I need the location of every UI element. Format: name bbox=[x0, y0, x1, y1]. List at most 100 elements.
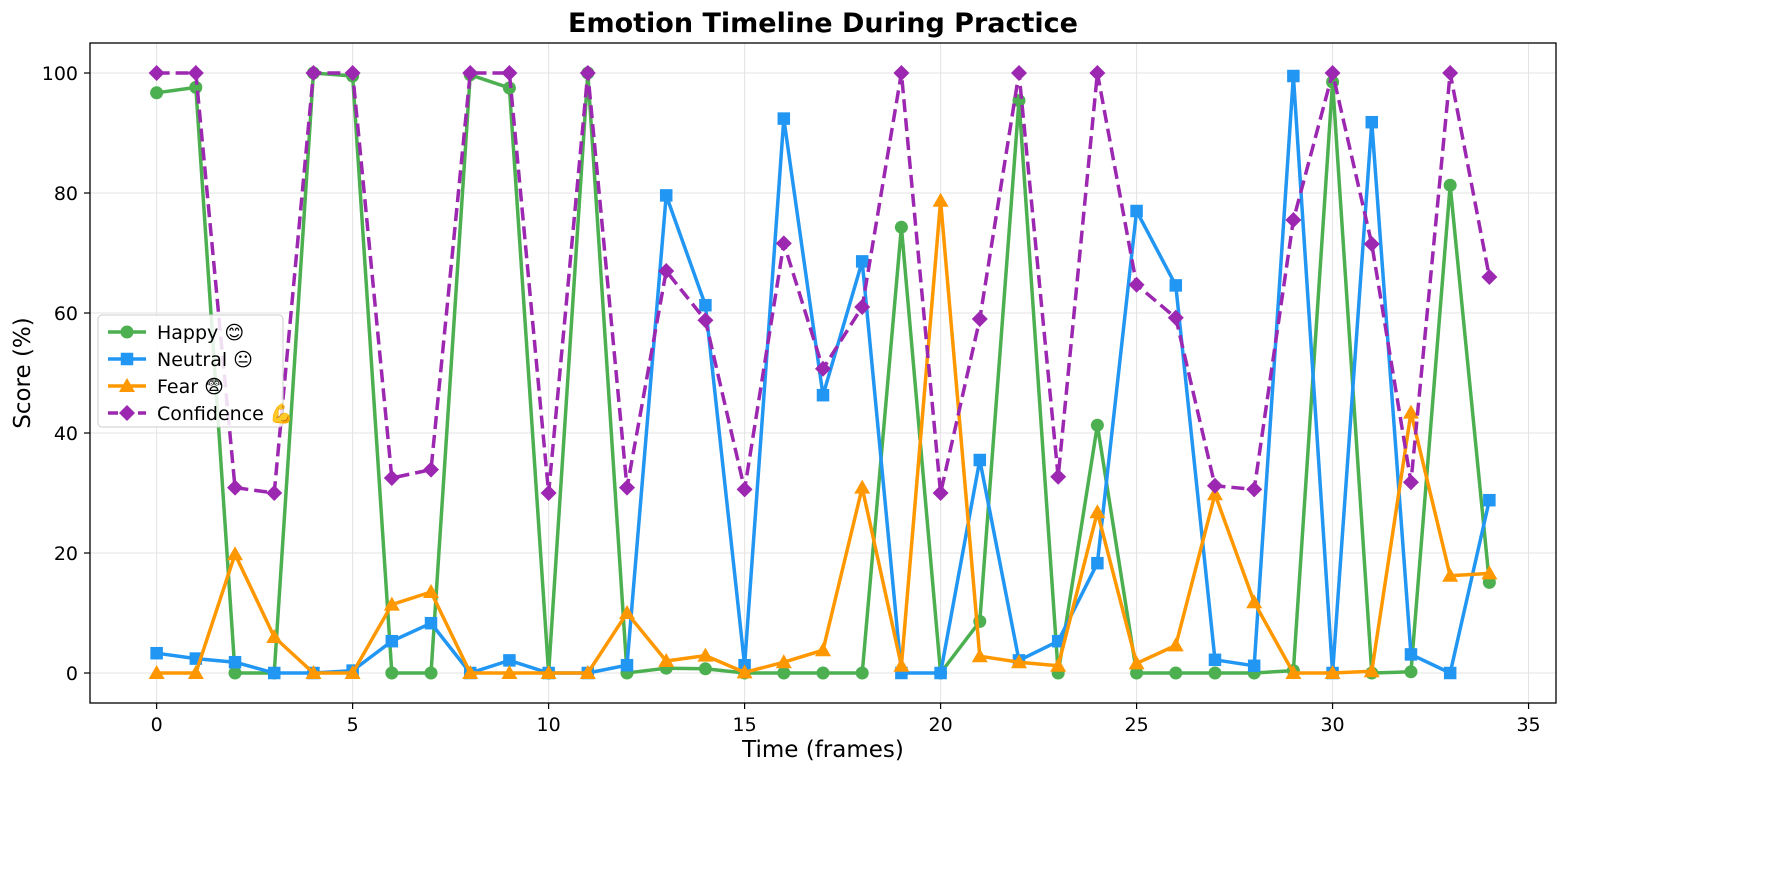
data-point-fear bbox=[305, 665, 322, 679]
data-point-neutral bbox=[1443, 666, 1457, 680]
data-point-neutral bbox=[1287, 69, 1300, 83]
y-tick-label: 100 bbox=[42, 63, 78, 85]
data-point-neutral bbox=[855, 255, 869, 268]
series-neutral bbox=[150, 69, 1496, 680]
series-confidence bbox=[148, 65, 1498, 501]
data-point-fear bbox=[1167, 637, 1184, 652]
x-tick-label: 15 bbox=[733, 714, 757, 736]
data-point-happy bbox=[1169, 666, 1183, 680]
data-point-happy bbox=[777, 666, 791, 680]
data-point-happy bbox=[1208, 666, 1222, 680]
data-point-neutral bbox=[816, 388, 830, 402]
plot-frame bbox=[89, 42, 1557, 704]
data-point-confidence bbox=[462, 65, 479, 81]
data-point-confidence bbox=[1010, 65, 1027, 81]
legend-label-confidence: Confidence 💪 bbox=[157, 402, 294, 425]
x-tick-label: 10 bbox=[537, 714, 561, 736]
data-point-confidence bbox=[187, 65, 204, 81]
x-tick-label: 35 bbox=[1516, 714, 1540, 736]
data-point-neutral bbox=[267, 666, 281, 680]
data-point-confidence bbox=[501, 65, 518, 81]
data-point-fear bbox=[501, 665, 518, 679]
legend-marker-confidence bbox=[119, 405, 135, 421]
y-tick-label: 80 bbox=[54, 183, 78, 205]
data-point-neutral bbox=[1130, 204, 1143, 218]
x-tick-label: 30 bbox=[1320, 714, 1344, 736]
x-tick-label: 25 bbox=[1124, 714, 1148, 736]
data-point-confidence bbox=[736, 481, 753, 498]
data-point-fear bbox=[697, 647, 714, 662]
data-point-confidence bbox=[305, 65, 322, 81]
y-axis-label: Score (%) bbox=[10, 317, 36, 429]
y-tick-label: 60 bbox=[54, 303, 78, 325]
data-point-confidence bbox=[579, 65, 596, 81]
data-point-confidence bbox=[1363, 236, 1380, 252]
data-point-confidence bbox=[1089, 65, 1106, 81]
data-point-happy bbox=[228, 666, 242, 680]
chart-title: Emotion Timeline During Practice bbox=[568, 8, 1078, 39]
y-tick-label: 40 bbox=[54, 423, 78, 445]
data-point-fear bbox=[462, 665, 479, 679]
data-point-fear bbox=[971, 648, 988, 663]
data-point-confidence bbox=[658, 263, 675, 279]
legend: Happy 😊 Neutral 😐 Fear 😨 Confidence 💪 bbox=[97, 314, 294, 428]
data-point-neutral bbox=[385, 634, 399, 648]
series-layer bbox=[148, 65, 1498, 680]
data-point-fear bbox=[540, 665, 557, 679]
data-point-happy bbox=[698, 662, 712, 676]
data-point-fear bbox=[266, 629, 283, 643]
data-point-confidence bbox=[540, 485, 557, 501]
legend-label-fear: Fear 😨 bbox=[157, 376, 224, 398]
data-point-confidence bbox=[815, 360, 831, 377]
data-point-confidence bbox=[1050, 468, 1067, 485]
data-point-neutral bbox=[1051, 634, 1065, 648]
x-tick-label: 5 bbox=[347, 714, 359, 736]
data-point-fear bbox=[736, 664, 753, 679]
data-point-confidence bbox=[423, 461, 440, 478]
data-point-fear bbox=[1324, 665, 1341, 679]
legend-marker-happy bbox=[120, 325, 134, 339]
legend-box bbox=[97, 314, 284, 428]
data-point-fear bbox=[187, 665, 204, 679]
data-point-happy bbox=[1130, 666, 1144, 680]
data-point-fear bbox=[1010, 654, 1027, 669]
data-point-happy bbox=[1443, 178, 1457, 192]
data-point-confidence bbox=[1246, 481, 1263, 498]
data-point-fear bbox=[1363, 663, 1380, 678]
data-point-confidence bbox=[932, 485, 949, 501]
legend-marker-neutral bbox=[120, 352, 134, 366]
x-tick-label: 0 bbox=[151, 714, 163, 736]
data-point-neutral bbox=[1169, 279, 1183, 292]
x-axis-label: Time (frames) bbox=[741, 737, 904, 763]
data-point-confidence bbox=[1285, 212, 1302, 228]
data-point-confidence bbox=[227, 479, 244, 496]
data-point-confidence bbox=[266, 485, 283, 501]
y-tick-label: 20 bbox=[54, 543, 78, 565]
data-point-confidence bbox=[1324, 65, 1341, 81]
data-point-confidence bbox=[893, 65, 910, 81]
data-point-fear bbox=[383, 596, 400, 611]
data-point-neutral bbox=[699, 298, 712, 312]
data-point-fear bbox=[775, 654, 792, 669]
x-tick-label: 20 bbox=[928, 714, 952, 736]
data-point-neutral bbox=[424, 616, 438, 630]
data-point-neutral bbox=[150, 646, 163, 660]
data-point-confidence bbox=[697, 312, 714, 329]
data-point-fear bbox=[854, 479, 871, 494]
data-point-neutral bbox=[973, 453, 987, 467]
legend-label-neutral: Neutral 😐 bbox=[157, 349, 253, 371]
data-point-fear bbox=[815, 642, 831, 657]
data-point-neutral bbox=[228, 655, 242, 669]
data-point-fear bbox=[893, 657, 910, 672]
data-point-happy bbox=[424, 666, 438, 680]
data-point-neutral bbox=[1208, 653, 1222, 667]
data-point-fear bbox=[148, 665, 165, 679]
y-tick-label: 0 bbox=[66, 663, 78, 685]
data-point-neutral bbox=[777, 112, 791, 125]
data-point-confidence bbox=[1128, 276, 1145, 293]
data-point-fear bbox=[227, 546, 244, 561]
data-point-confidence bbox=[1481, 269, 1498, 285]
